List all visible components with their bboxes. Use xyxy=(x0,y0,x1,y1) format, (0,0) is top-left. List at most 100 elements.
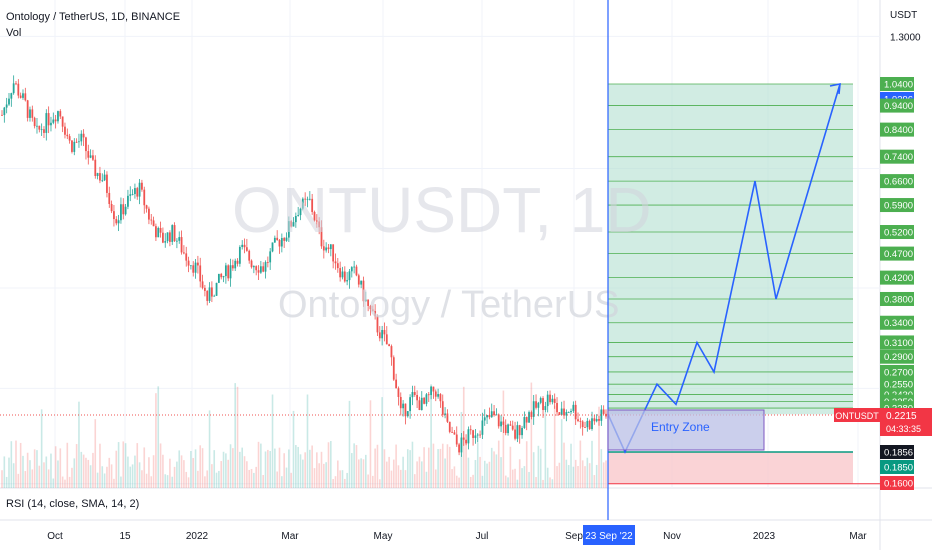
candle-body xyxy=(325,247,328,251)
volume-bar xyxy=(388,456,390,488)
candle-body xyxy=(155,226,157,238)
volume-bar xyxy=(141,470,143,488)
candle-body xyxy=(385,334,388,345)
candle-body xyxy=(292,222,295,227)
candle-body xyxy=(558,412,561,415)
candle-body xyxy=(446,413,449,422)
candle-body xyxy=(234,260,237,269)
candle-body xyxy=(486,415,488,418)
candle-body xyxy=(532,401,535,417)
candle-body xyxy=(493,411,495,416)
candle-body xyxy=(318,221,321,228)
volume-bar xyxy=(33,449,36,488)
candle-body xyxy=(115,219,118,224)
candle-body xyxy=(381,329,384,339)
volume-bar xyxy=(3,456,6,488)
price-tag-0.7400: 0.7400 xyxy=(880,149,914,164)
volume-bar xyxy=(211,464,213,488)
price-tag-label: 0.6600 xyxy=(884,177,913,188)
watermark-name: Ontology / TetherUS xyxy=(278,284,619,326)
candle-body xyxy=(245,247,248,251)
volume-bar xyxy=(50,453,52,488)
volume-bar xyxy=(274,448,276,488)
candle-body xyxy=(127,195,129,207)
volume-bar xyxy=(73,458,76,488)
volume-bar xyxy=(52,478,55,488)
volume-bar xyxy=(71,467,73,488)
candle-body xyxy=(348,271,351,281)
candle-body xyxy=(376,316,379,333)
candle-body xyxy=(122,204,125,215)
candle-body xyxy=(581,421,584,428)
candle-body xyxy=(257,270,260,273)
volume-bar xyxy=(190,451,192,488)
candle-body xyxy=(460,437,463,453)
volume-bar xyxy=(36,450,38,488)
volume-bar xyxy=(397,465,400,488)
volume-bar xyxy=(411,441,414,488)
price-tag-label: 1.0400 xyxy=(884,80,913,91)
candle-body xyxy=(420,397,423,411)
price-tag-bg xyxy=(880,349,914,364)
entry-zone-box[interactable] xyxy=(607,409,765,451)
candle-body xyxy=(355,266,358,276)
candle-body xyxy=(189,265,192,267)
candle-body xyxy=(187,260,190,266)
volume-bar xyxy=(281,476,283,488)
volume-bar xyxy=(535,477,537,488)
volume-bar xyxy=(38,465,41,488)
volume-bar xyxy=(560,419,563,488)
candle-body xyxy=(509,424,512,426)
time-tick-label: 15 xyxy=(119,531,131,542)
volume-bar xyxy=(253,472,255,488)
candle-body xyxy=(565,412,568,416)
candle-body xyxy=(285,237,288,241)
candle-body xyxy=(472,430,474,438)
candle-body xyxy=(206,290,209,301)
candle-body xyxy=(392,357,395,380)
volume-bar xyxy=(371,475,374,488)
volume-bar xyxy=(474,460,477,488)
target-zone xyxy=(608,84,853,415)
candle-body xyxy=(339,268,342,278)
volume-bar xyxy=(418,456,421,488)
candle-body xyxy=(371,309,374,312)
candle-body xyxy=(33,117,36,127)
candle-body xyxy=(238,246,241,264)
candle-body xyxy=(124,206,127,215)
volume-bar xyxy=(164,474,167,488)
volume-bar xyxy=(159,443,162,488)
volume-bar xyxy=(523,466,526,488)
candle-body xyxy=(59,111,62,117)
volume-bar xyxy=(234,383,237,488)
volume-bar xyxy=(183,460,185,488)
volume-bar xyxy=(54,446,57,488)
volume-bar xyxy=(157,386,160,488)
candle-body xyxy=(276,237,279,241)
candle-body xyxy=(299,208,302,216)
price-tag-bg xyxy=(880,198,914,213)
vol-indicator-label[interactable]: Vol xyxy=(6,27,21,39)
volume-bar xyxy=(318,463,320,488)
volume-bar xyxy=(600,449,603,488)
candle-body xyxy=(85,137,87,152)
candle-body xyxy=(15,83,17,85)
candle-body xyxy=(210,287,213,297)
candle-body xyxy=(430,386,432,396)
volume-bar xyxy=(106,466,108,488)
volume-bar xyxy=(24,471,27,488)
candle-body xyxy=(434,391,437,397)
candle-body xyxy=(425,394,428,404)
symbol-title[interactable]: Ontology / TetherUS, 1D, BINANCE xyxy=(6,11,180,23)
price-tag-0.3400: 0.3400 xyxy=(880,315,914,330)
rsi-indicator-label[interactable]: RSI (14, close, SMA, 14, 2) xyxy=(6,498,139,510)
candle-body xyxy=(26,100,29,118)
volume-bar xyxy=(127,456,129,488)
volume-bar xyxy=(420,461,423,488)
volume-bar xyxy=(570,443,572,488)
volume-bar xyxy=(500,457,502,488)
volume-bar xyxy=(378,479,381,488)
volume-bar xyxy=(458,477,460,488)
candle-body xyxy=(185,253,188,261)
volume-bar xyxy=(243,456,246,488)
